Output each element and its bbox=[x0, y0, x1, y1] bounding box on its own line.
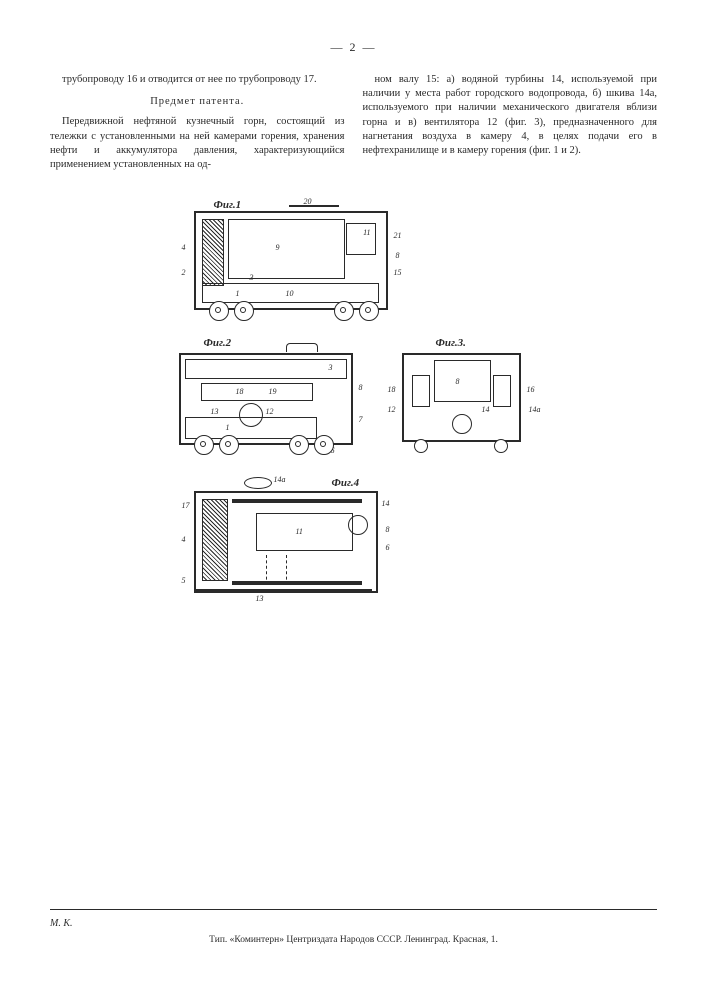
left-p2: Передвижной нефтяной кузнечный горн, сос… bbox=[50, 115, 345, 172]
fig1-n11: 11 bbox=[363, 228, 370, 237]
footer: М. К. Тип. «Коминтерн» Центриздата Народ… bbox=[50, 909, 657, 945]
fig1-small-box bbox=[346, 223, 376, 255]
fig4-n14a: 14а bbox=[274, 475, 286, 484]
fig1-hatch-left bbox=[202, 219, 224, 286]
fig4-top-bar bbox=[232, 499, 362, 503]
fig2-n3: 3 bbox=[329, 363, 333, 372]
fig4-bot-bar bbox=[232, 581, 362, 585]
fig2-n8: 8 bbox=[359, 383, 363, 392]
fig2-n19: 19 bbox=[269, 387, 277, 396]
fig2-wheel-l1 bbox=[194, 435, 214, 455]
fig3-n12: 12 bbox=[388, 405, 396, 414]
fig2-n7: 7 bbox=[359, 415, 363, 424]
fig2-mid-box bbox=[201, 383, 313, 401]
fig4-n6: 6 bbox=[386, 543, 390, 552]
fig4-pulley bbox=[244, 477, 272, 489]
fig1-n4: 4 bbox=[182, 243, 186, 252]
fig3-center bbox=[434, 360, 491, 402]
fig2-wheel-r1 bbox=[289, 435, 309, 455]
fig3-label: Фиг.3. bbox=[436, 337, 466, 349]
fig1-n2: 2 bbox=[182, 268, 186, 277]
right-column: ном валу 15: а) водяной турбины 14, испо… bbox=[363, 73, 658, 176]
fig3-right-box bbox=[493, 375, 511, 407]
fig4-n14: 14 bbox=[382, 499, 390, 508]
fig4-dash2 bbox=[286, 555, 288, 585]
fig-row2: Фиг.2 18 19 13 12 1 8 7 6 3 bbox=[174, 339, 534, 469]
fig1-n3: 3 bbox=[250, 273, 254, 282]
left-column: трубопроводу 16 и отводится от нее по тр… bbox=[50, 73, 345, 176]
fig4-n5: 5 bbox=[182, 576, 186, 585]
left-p1: трубопроводу 16 и отводится от нее по тр… bbox=[50, 73, 345, 87]
fig2-n18: 18 bbox=[236, 387, 244, 396]
fig3-n16: 16 bbox=[527, 385, 535, 394]
fig2-top-strip bbox=[185, 359, 347, 379]
text-columns: трубопроводу 16 и отводится от нее по тр… bbox=[50, 73, 657, 176]
right-p1: ном валу 15: а) водяной турбины 14, испо… bbox=[363, 73, 658, 158]
fig2-n12: 12 bbox=[266, 407, 274, 416]
fig3-n14: 14 bbox=[482, 405, 490, 414]
fig1-wheel-l2 bbox=[234, 301, 254, 321]
fig1-outer: 4 2 9 21 8 15 11 1 10 3 bbox=[194, 211, 388, 310]
fig4-n17: 17 bbox=[182, 501, 190, 510]
fig1-chamber bbox=[228, 219, 345, 279]
fig4-n4: 4 bbox=[182, 535, 186, 544]
fig3-n14a: 14а bbox=[529, 405, 541, 414]
fig3-n18: 18 bbox=[388, 385, 396, 394]
page: — 2 — трубопроводу 16 и отводится от нее… bbox=[0, 0, 707, 1000]
fig1-label: Фиг.1 bbox=[214, 199, 242, 211]
fig1-top-pipe bbox=[289, 205, 339, 207]
fig3-n8: 8 bbox=[456, 377, 460, 386]
footer-left: М. К. bbox=[50, 918, 657, 929]
fig1-n15: 15 bbox=[394, 268, 402, 277]
fig2-handle bbox=[286, 343, 318, 352]
fig1-n10: 10 bbox=[286, 289, 294, 298]
fig4-n13: 13 bbox=[256, 594, 264, 603]
fig1-wheel-r1 bbox=[334, 301, 354, 321]
fig2-n13: 13 bbox=[211, 407, 219, 416]
fig2-wheel-l2 bbox=[219, 435, 239, 455]
fig1-wheel-r2 bbox=[359, 301, 379, 321]
section-heading: Предмет патента. bbox=[50, 95, 345, 109]
fig4-outer: 17 4 5 11 14 8 6 13 bbox=[194, 491, 378, 593]
fig4-base bbox=[196, 589, 372, 591]
fig2-n1: 1 bbox=[226, 423, 230, 432]
fig3-wheel-l bbox=[414, 439, 428, 453]
fig3-left-box bbox=[412, 375, 430, 407]
fig3-outer: 8 18 12 16 14а 14 bbox=[402, 353, 521, 442]
fig4-dash1 bbox=[266, 555, 268, 585]
fig1-n1: 1 bbox=[236, 289, 240, 298]
fig1-n21: 21 bbox=[394, 231, 402, 240]
fig3-wheel-r bbox=[494, 439, 508, 453]
fig2-outer: 18 19 13 12 1 8 7 6 3 bbox=[179, 353, 353, 445]
fig1-n9: 9 bbox=[276, 243, 280, 252]
page-number: — 2 — bbox=[50, 40, 657, 55]
fig1-group: Фиг.1 20 4 2 9 21 8 15 11 1 10 3 bbox=[174, 201, 534, 331]
fig3-bottom-circ bbox=[452, 414, 472, 434]
fig1-wheel-l1 bbox=[209, 301, 229, 321]
fig2-group: Фиг.2 18 19 13 12 1 8 7 6 3 bbox=[174, 339, 374, 469]
figures: Фиг.1 20 4 2 9 21 8 15 11 1 10 3 bbox=[174, 201, 534, 607]
fig4-circ-r bbox=[348, 515, 368, 535]
fig4-n11: 11 bbox=[296, 527, 303, 536]
fig3-group: Фиг.3. 8 18 12 16 14а 14 bbox=[394, 339, 534, 469]
fig4-inner-box bbox=[256, 513, 353, 551]
fig4-label: Фиг.4 bbox=[332, 477, 360, 489]
footer-center: Тип. «Коминтерн» Центриздата Народов ССС… bbox=[50, 935, 657, 945]
fig4-hatch bbox=[202, 499, 228, 581]
fig2-label: Фиг.2 bbox=[204, 337, 232, 349]
fig1-n8: 8 bbox=[396, 251, 400, 260]
fig4-group: Фиг.4 14а 17 4 5 11 14 8 6 13 bbox=[174, 477, 534, 607]
fig2-wheel-r2 bbox=[314, 435, 334, 455]
fig4-n8: 8 bbox=[386, 525, 390, 534]
